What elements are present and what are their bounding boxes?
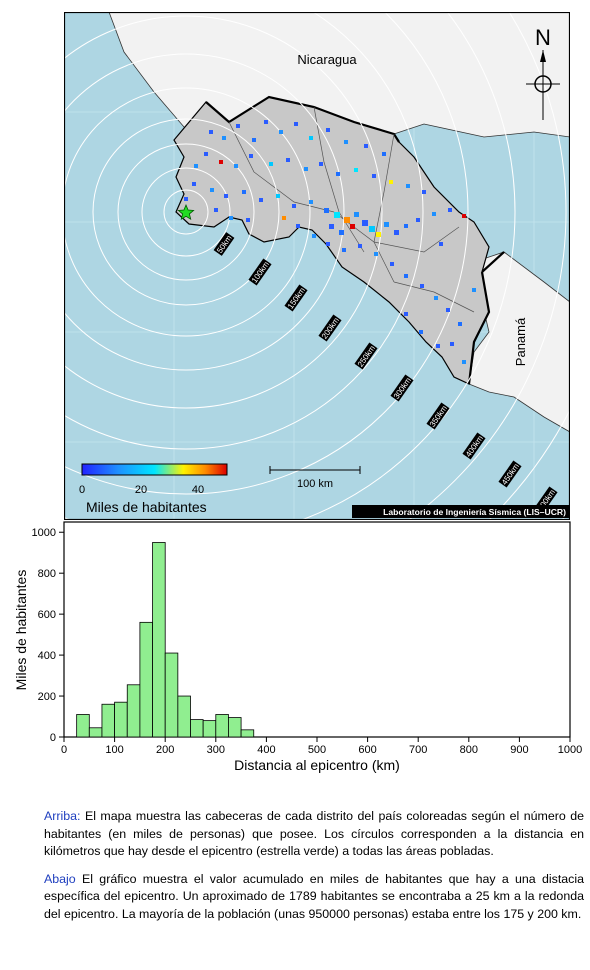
- epicenter-star: [177, 203, 195, 221]
- histogram-bar: [202, 720, 217, 738]
- distance-rings: [64, 12, 570, 520]
- x-tick-label: 400: [257, 744, 275, 756]
- x-tick-label: 1000: [558, 744, 582, 756]
- credit-text: Laboratorio de Ingeniería Sísmica (LIS–U…: [383, 507, 566, 517]
- caption-bottom-label: Abajo: [44, 871, 76, 886]
- caption-top-label: Arriba:: [44, 809, 81, 823]
- north-arrow-icon: N: [526, 25, 560, 120]
- map-panel: 50km 100km 150km 200km 250km 300km 350km: [64, 12, 570, 520]
- scale-bar: 100 km: [269, 466, 361, 490]
- x-tick-label: 800: [460, 744, 478, 756]
- histogram-bar: [152, 542, 166, 738]
- credit-box: [352, 505, 570, 518]
- histogram-bar: [228, 717, 242, 738]
- x-tick-label: 300: [207, 744, 225, 756]
- x-tick-label: 100: [105, 744, 123, 756]
- histogram-bars: [76, 542, 255, 738]
- caption-top-text: El mapa muestra las cabeceras de cada di…: [44, 809, 584, 858]
- histogram-panel: 0 100 200 300 400 500 600 700 800 900 1000 0 200 400…: [0, 520, 590, 780]
- histogram-bar: [215, 714, 229, 738]
- x-tick-label: 500: [308, 744, 326, 756]
- caption-top: Arriba: El mapa muestra las cabeceras de…: [44, 808, 584, 861]
- svg-text:0: 0: [79, 484, 85, 496]
- svg-text:N: N: [535, 25, 551, 50]
- southern-border: [467, 251, 505, 385]
- x-tick-label: 200: [156, 744, 174, 756]
- y-tick-label: 1000: [32, 527, 56, 539]
- x-tick-label: 900: [510, 744, 528, 756]
- x-tick-label: 0: [61, 744, 67, 756]
- population-points: [184, 120, 476, 364]
- panama-label: Panamá: [513, 317, 528, 366]
- histogram-bar: [76, 714, 90, 738]
- nicaragua-label: Nicaragua: [297, 52, 357, 67]
- histogram-bar: [126, 684, 141, 738]
- histogram-bar: [88, 727, 103, 738]
- y-axis-label: Miles de habitantes: [13, 570, 29, 691]
- svg-text:100 km: 100 km: [297, 478, 333, 490]
- caption-bottom-text: El gráfico muestra el valor acumulado en…: [44, 871, 584, 921]
- x-tick-label: 700: [409, 744, 427, 756]
- histogram-bar: [190, 719, 204, 738]
- y-tick-label: 800: [38, 568, 56, 580]
- colorbar: 0 20 40 Miles de habitantes: [79, 463, 228, 515]
- caption-bottom: Abajo El gráfico muestra el valor acumul…: [44, 871, 584, 924]
- histogram-bar: [240, 729, 255, 738]
- svg-text:20: 20: [135, 484, 147, 496]
- x-tick-label: 600: [358, 744, 376, 756]
- map-frame: [64, 12, 570, 520]
- y-tick-label: 600: [38, 609, 56, 621]
- colorbar-title: Miles de habitantes: [86, 499, 207, 515]
- y-tick-label: 200: [38, 691, 56, 703]
- svg-text:40: 40: [192, 484, 204, 496]
- y-axis-ticks: 0 200 400 600 800 1000: [32, 527, 64, 744]
- histogram-bar: [139, 621, 153, 738]
- population-histogram: 0 100 200 300 400 500 600 700 800 900 1000 0 200 400…: [13, 521, 582, 773]
- panama-land: [468, 251, 570, 433]
- histogram-bar: [101, 703, 115, 738]
- y-tick-label: 400: [38, 650, 56, 662]
- x-axis-label: Distancia al epicentro (km): [234, 757, 400, 773]
- histogram-bar: [114, 701, 128, 738]
- y-tick-label: 0: [50, 732, 56, 744]
- x-axis-ticks: 0 100 200 300 400 500 600 700 800 900 1000: [61, 737, 582, 756]
- population-map: 50km 100km 150km 200km 250km 300km 350km: [64, 12, 570, 520]
- histogram-bar: [177, 695, 191, 738]
- histogram-bar: [164, 652, 179, 738]
- caption: Arriba: El mapa muestra las cabeceras de…: [44, 808, 584, 933]
